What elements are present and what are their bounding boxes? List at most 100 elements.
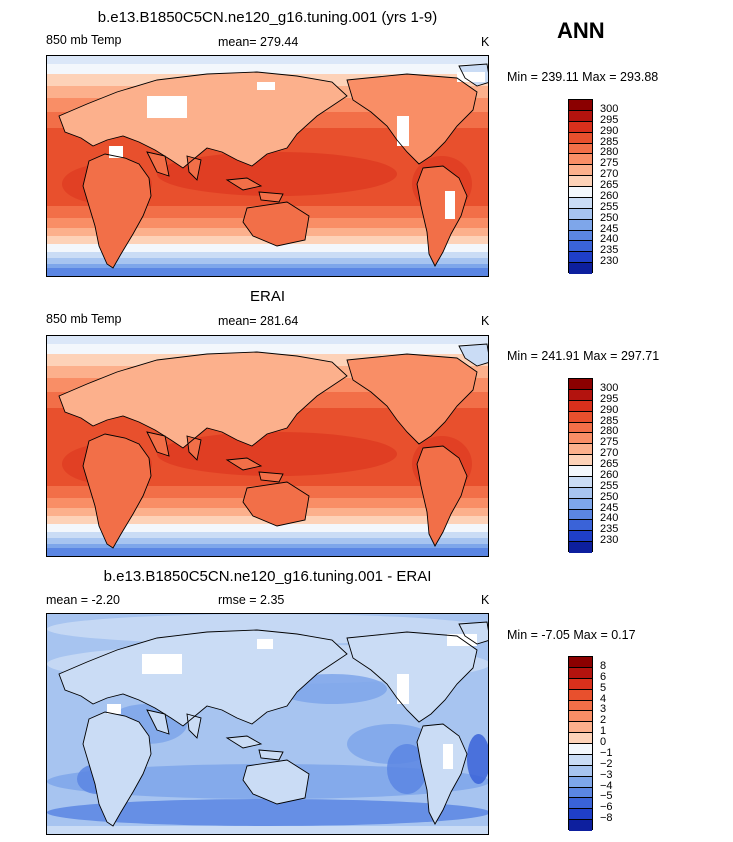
panel-title-model: b.e13.B1850C5CN.ne120_g16.tuning.001 (yr…: [97, 9, 438, 26]
minmax-label-obs: Min = 241.91 Max = 297.71: [507, 349, 660, 363]
colorbar-label: 230: [600, 255, 619, 268]
colorbar-label: 250: [600, 490, 619, 503]
colorbar-swatch: [569, 776, 592, 788]
colorbar-swatch: [569, 733, 592, 744]
colorbar-label: 300: [600, 102, 619, 115]
colorbar-swatch: [569, 100, 592, 111]
colorbar-label: 255: [600, 200, 619, 213]
colorbar-swatch: [569, 197, 592, 209]
colorbar-swatch: [569, 252, 592, 264]
temperature-map-obs: [46, 335, 489, 557]
colorbar-label: 5: [600, 681, 607, 694]
panel-units-diff: K: [481, 593, 490, 607]
colorbar-swatch: [569, 476, 592, 488]
colorbar-label: 2: [600, 714, 607, 727]
colorbar-label: 3: [600, 703, 607, 716]
panel-left-label-model: 850 mb Temp: [46, 33, 122, 47]
colorbar-swatch: [569, 154, 592, 166]
colorbar-label: 240: [600, 233, 619, 246]
colorbar-swatch: [569, 176, 592, 187]
season-label: ANN: [557, 18, 605, 43]
colorbar-label: 245: [600, 222, 619, 235]
colorbar-swatch: [569, 820, 592, 831]
colorbar-swatch: [569, 744, 592, 755]
colorbar-swatch: [569, 389, 592, 401]
colorbar-label: 255: [600, 479, 619, 492]
panel-title-diff: b.e13.B1850C5CN.ne120_g16.tuning.001 - E…: [103, 568, 432, 585]
colorbar-swatch: [569, 667, 592, 679]
colorbar-label: 275: [600, 157, 619, 170]
colorbar-label: 285: [600, 414, 619, 427]
colorbar-label: 250: [600, 211, 619, 224]
colorbar-swatch: [569, 379, 592, 390]
colorbar-swatch: [569, 110, 592, 122]
colorbar-swatch: [569, 809, 592, 821]
colorbar-label: 235: [600, 244, 619, 257]
colorbar-label: 260: [600, 468, 619, 481]
colorbar-label: 290: [600, 403, 619, 416]
colorbar-swatch: [569, 722, 592, 734]
colorbar-label: −2: [600, 757, 613, 770]
colorbar-swatch: [569, 689, 592, 701]
colorbar-swatch: [569, 509, 592, 521]
colorbar-swatch: [569, 711, 592, 723]
colorbar-label: 8: [600, 659, 607, 672]
colorbar-label: 280: [600, 425, 619, 438]
colorbar-swatch: [569, 433, 592, 445]
panel-mean-label-model: mean= 279.44: [218, 35, 299, 49]
colorbar-swatch: [569, 208, 592, 220]
temperature-map-diff: [46, 613, 489, 835]
panel-mean-label-diff: mean = -2.20: [46, 593, 121, 607]
minmax-label-model: Min = 239.11 Max = 293.88: [507, 70, 659, 84]
colorbar-label: 295: [600, 113, 619, 126]
colorbar-swatch: [569, 422, 592, 434]
panel-units-obs: K: [481, 314, 490, 328]
colorbar-label: 245: [600, 501, 619, 514]
colorbar-swatch: [569, 498, 592, 510]
colorbar-swatch: [569, 678, 592, 690]
colorbar-swatch: [569, 444, 592, 456]
colorbar-swatch: [569, 241, 592, 253]
temperature-map-model: [46, 55, 489, 277]
colorbar-label: 265: [600, 179, 619, 191]
colorbar-label: 270: [600, 168, 619, 181]
colorbar-swatch: [569, 798, 592, 810]
colorbar-swatch: [569, 219, 592, 231]
colorbar-label: 0: [600, 736, 607, 748]
colorbar-swatch: [569, 132, 592, 144]
colorbar-label: 290: [600, 124, 619, 137]
colorbar-label: 4: [600, 692, 607, 705]
colorbar-obs: [568, 378, 593, 553]
colorbar-label: 295: [600, 392, 619, 405]
colorbar-swatch: [569, 400, 592, 412]
colorbar-swatch: [569, 411, 592, 423]
colorbar-swatch: [569, 143, 592, 155]
colorbar-label: 260: [600, 189, 619, 202]
colorbar-label: −5: [600, 790, 613, 803]
colorbar-label: 6: [600, 670, 607, 683]
colorbar-swatch: [569, 657, 592, 668]
panel-mean-label-obs: mean= 281.64: [218, 314, 299, 328]
colorbar-label: 1: [600, 725, 607, 738]
colorbar-swatch: [569, 455, 592, 466]
colorbar-swatch: [569, 542, 592, 553]
colorbar-diff: [568, 656, 593, 831]
colorbar-label: −1: [600, 746, 613, 759]
colorbar-label: 230: [600, 534, 619, 547]
panel-rmse-label-diff: rmse = 2.35: [218, 593, 285, 607]
colorbar-swatch: [569, 121, 592, 133]
colorbar-swatch: [569, 520, 592, 532]
panel-units-model: K: [481, 35, 490, 49]
colorbar-label: 270: [600, 447, 619, 460]
colorbar-swatch: [569, 754, 592, 766]
colorbar-swatch: [569, 230, 592, 242]
colorbar-swatch: [569, 263, 592, 274]
colorbar-swatch: [569, 165, 592, 177]
minmax-label-diff: Min = -7.05 Max = 0.17: [507, 628, 636, 642]
colorbar-swatch: [569, 765, 592, 777]
colorbar-label: 280: [600, 146, 619, 159]
colorbar-swatch: [569, 487, 592, 499]
colorbar-label: 275: [600, 436, 619, 449]
colorbar-label: 265: [600, 458, 619, 470]
colorbar-label: 285: [600, 135, 619, 148]
